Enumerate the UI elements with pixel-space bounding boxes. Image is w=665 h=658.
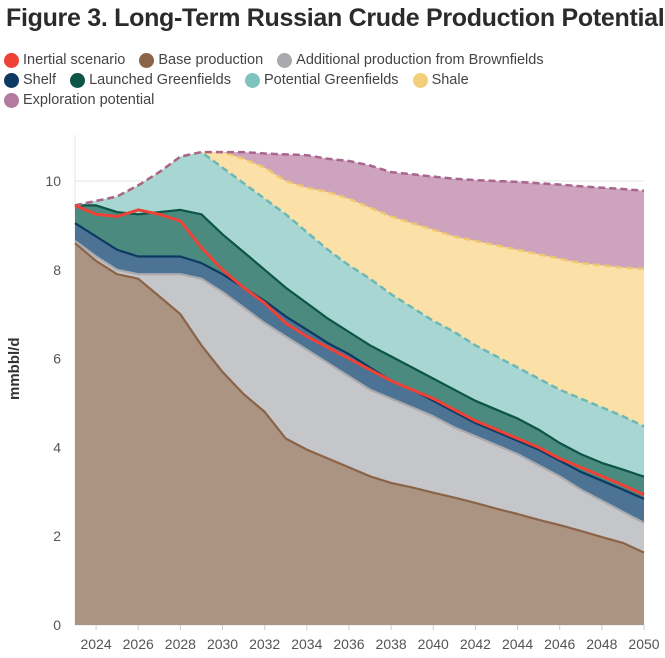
legend-row: Shelf Launched Greenfields Potential Gre…	[4, 70, 664, 90]
x-tick-label: 2040	[418, 636, 449, 652]
x-tick-label: 2026	[123, 636, 154, 652]
line-base-production	[74, 242, 645, 554]
legend-swatch	[277, 52, 293, 68]
legend-swatch	[244, 72, 260, 88]
legend-item-launched-greenfields[interactable]: Launched Greenfields	[70, 70, 231, 90]
legend-swatch	[4, 52, 19, 68]
legend-swatch	[139, 52, 155, 68]
x-tick-label: 2036	[333, 636, 364, 652]
line-launched-greenfields	[75, 204, 645, 478]
legend-swatch	[412, 72, 428, 88]
legend-label: Shale	[431, 72, 469, 88]
legend-label: Shelf	[23, 72, 57, 88]
legend-label: Potential Greenfields	[263, 72, 399, 88]
legend-swatch	[4, 92, 19, 108]
legend-item-brownfields[interactable]: Additional production from Brownfields	[277, 50, 544, 70]
line-inertial-scenario	[74, 204, 645, 497]
x-tick-label: 2028	[165, 636, 196, 652]
x-tick-label: 2034	[291, 636, 322, 652]
legend-label: Exploration potential	[23, 92, 155, 108]
x-tick-label: 2048	[586, 636, 617, 652]
chart-title: Figure 3. Long-Term Russian Crude Produc…	[6, 4, 665, 32]
x-tick-label: 2038	[376, 636, 407, 652]
legend-label: Base production	[158, 52, 264, 68]
y-tick-label: 8	[53, 262, 61, 278]
legend-item-potential-greenfields[interactable]: Potential Greenfields	[244, 70, 399, 90]
legend-swatch	[70, 72, 86, 88]
line-additional-production-from-brownfields	[74, 240, 645, 524]
y-tick-label: 4	[53, 439, 61, 455]
line-shelf	[74, 222, 645, 500]
x-tick-label: 2030	[207, 636, 238, 652]
legend-label: Additional production from Brownfields	[296, 52, 544, 68]
legend-item-exploration[interactable]: Exploration potential	[4, 90, 154, 110]
legend-row: Inertial scenario Base production Additi…	[4, 50, 664, 70]
legend-item-shale[interactable]: Shale	[412, 70, 469, 90]
y-tick-label: 6	[53, 351, 61, 367]
legend-item-inertial[interactable]: Inertial scenario	[4, 50, 125, 70]
area-base-production	[75, 243, 644, 625]
legend-row: Exploration potential	[4, 90, 664, 110]
legend-item-base[interactable]: Base production	[139, 50, 263, 70]
line-exploration-potential	[74, 150, 645, 207]
y-tick-label: 10	[45, 173, 61, 189]
x-tick-label: 2032	[249, 636, 280, 652]
legend-swatch	[4, 72, 19, 88]
x-tick-label: 2050	[628, 636, 659, 652]
legend-label: Launched Greenfields	[89, 72, 231, 88]
y-tick-label: 2	[53, 528, 61, 544]
x-tick-label: 2042	[460, 636, 491, 652]
x-tick-label: 2046	[544, 636, 575, 652]
x-tick-label: 2024	[80, 636, 111, 652]
x-tick-label: 2044	[502, 636, 533, 652]
legend-item-shelf[interactable]: Shelf	[4, 70, 56, 90]
legend-label: Inertial scenario	[23, 52, 126, 68]
y-tick-label: 0	[53, 617, 61, 633]
legend: Inertial scenario Base production Additi…	[4, 50, 664, 110]
